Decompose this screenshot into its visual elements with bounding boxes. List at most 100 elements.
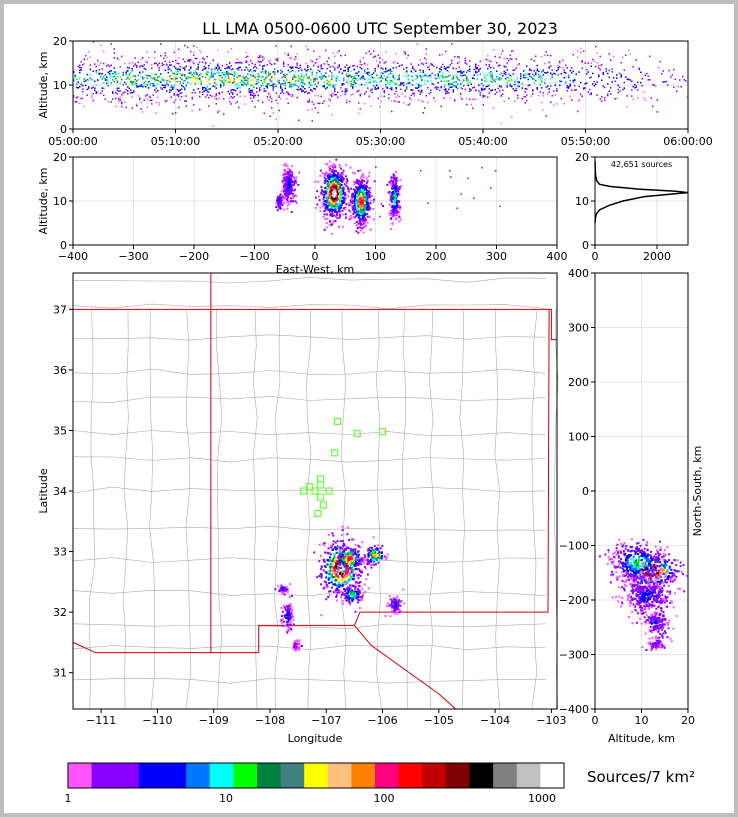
th-source-point xyxy=(355,74,357,77)
th-source-point xyxy=(580,93,582,96)
th-source-point xyxy=(439,68,441,70)
ew-source-point xyxy=(342,191,345,194)
th-source-point xyxy=(208,67,210,70)
th-source-point xyxy=(283,75,285,78)
th-source-point xyxy=(134,83,136,86)
th-source-point xyxy=(523,76,525,79)
th-source-point xyxy=(347,76,349,78)
ew-source-point xyxy=(449,170,451,172)
th-source-point xyxy=(236,101,238,103)
th-source-point xyxy=(514,83,516,86)
th-source-point xyxy=(608,69,610,72)
map-source-point xyxy=(333,554,336,557)
ew-source-point xyxy=(328,210,331,213)
th-source-point xyxy=(145,86,147,88)
th-source-point xyxy=(287,53,289,55)
th-source-point xyxy=(308,81,310,84)
th-source-point xyxy=(217,69,219,71)
map-source-point xyxy=(322,587,325,589)
ew-source-point xyxy=(339,201,341,204)
th-source-point xyxy=(290,45,292,48)
th-source-point xyxy=(152,85,154,87)
ew-source-point xyxy=(363,211,366,214)
th-source-point xyxy=(475,89,477,91)
th-source-point xyxy=(370,89,372,92)
th-source-point xyxy=(232,97,234,99)
th-source-point xyxy=(295,56,297,58)
th-source-point xyxy=(443,80,445,83)
th-source-point xyxy=(173,75,175,78)
th-source-point xyxy=(350,79,352,82)
th-source-point xyxy=(214,82,216,84)
th-source-point xyxy=(587,71,589,73)
th-source-point xyxy=(131,70,133,72)
ew-source-point xyxy=(394,205,397,208)
th-source-point xyxy=(445,84,447,86)
th-source-point xyxy=(86,94,88,96)
ew-source-point xyxy=(349,210,352,213)
th-source-point xyxy=(226,73,228,76)
map-source-point xyxy=(351,559,354,562)
th-source-point xyxy=(113,52,115,54)
th-source-point xyxy=(208,88,210,90)
ew-source-point xyxy=(356,195,359,198)
th-source-point xyxy=(475,70,477,73)
th-source-point xyxy=(502,89,504,91)
th-source-point xyxy=(103,62,105,65)
th-source-point xyxy=(161,88,163,90)
th-source-point xyxy=(83,105,85,107)
th-source-point xyxy=(452,89,454,91)
th-source-point xyxy=(301,79,303,81)
th-source-point xyxy=(602,73,604,75)
ew-source-point xyxy=(339,215,342,218)
th-source-point xyxy=(370,74,372,76)
ew-source-point xyxy=(332,203,335,206)
th-source-point xyxy=(425,74,427,77)
th-source-point xyxy=(416,87,418,89)
th-source-point xyxy=(589,77,591,79)
ew-source-point xyxy=(365,195,368,198)
ew-source-point xyxy=(330,232,333,235)
th-source-point xyxy=(559,84,561,87)
ew-source-point xyxy=(278,201,281,204)
ew-source-point xyxy=(362,187,365,190)
th-source-point xyxy=(457,55,459,58)
ew-source-point xyxy=(390,201,393,203)
th-source-point xyxy=(430,76,432,78)
th-source-point xyxy=(116,87,118,89)
map-source-point xyxy=(336,562,339,565)
th-source-point xyxy=(170,77,172,80)
th-source-point xyxy=(178,62,180,65)
th-source-point xyxy=(130,89,132,91)
ew-source-point xyxy=(352,195,355,198)
map-source-point xyxy=(348,558,351,561)
th-source-point xyxy=(494,80,496,83)
ew-source-point xyxy=(393,187,396,190)
ew-source-point xyxy=(329,224,332,227)
th-source-point xyxy=(259,86,261,89)
th-source-point xyxy=(364,69,366,71)
map-source-point xyxy=(345,568,348,571)
ew-source-point xyxy=(363,180,366,183)
th-source-point xyxy=(173,72,175,75)
ew-source-point xyxy=(349,199,352,202)
ew-source-point xyxy=(348,189,351,191)
ew-source-point xyxy=(361,172,364,175)
th-source-point xyxy=(356,65,358,68)
ew-x-axis-label: East-West, km xyxy=(276,263,354,276)
ew-source-point xyxy=(361,201,364,204)
ew-source-point xyxy=(321,201,324,204)
ew-source-point xyxy=(355,202,358,205)
th-source-point xyxy=(536,87,538,89)
th-source-point xyxy=(310,84,312,86)
th-source-point xyxy=(352,65,354,67)
th-source-point xyxy=(223,84,225,86)
th-source-point xyxy=(388,69,390,72)
ew-source-point xyxy=(338,206,340,209)
th-source-point xyxy=(257,81,259,84)
th-source-point xyxy=(541,71,543,73)
th-source-point xyxy=(481,88,483,91)
th-source-point xyxy=(161,78,163,81)
th-source-point xyxy=(353,80,355,82)
th-source-point xyxy=(547,71,549,74)
